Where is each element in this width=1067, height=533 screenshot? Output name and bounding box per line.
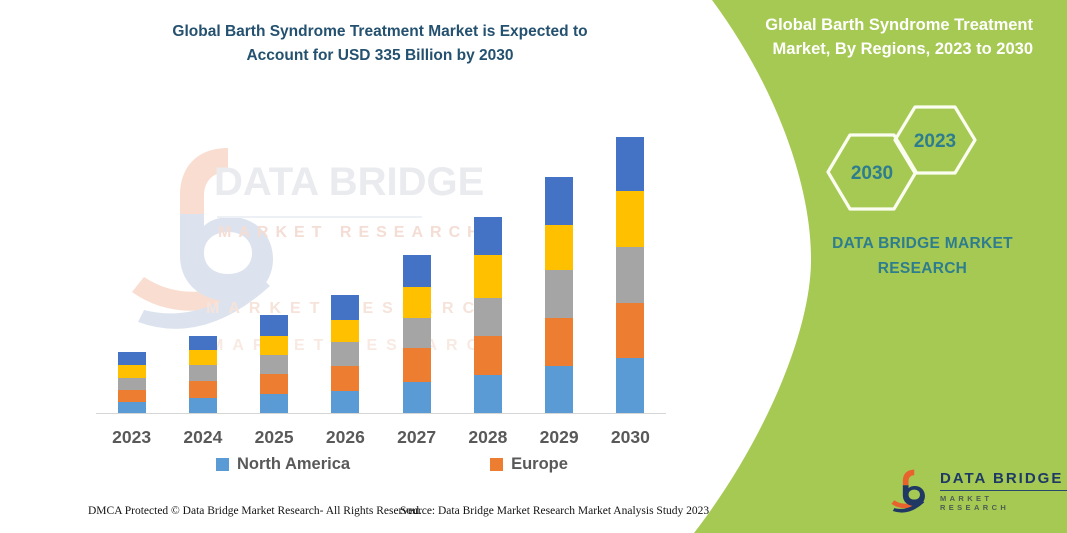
x-axis-label-2023: 2023 [112, 427, 152, 447]
legend-swatch-europe [490, 458, 504, 471]
bars-row [96, 133, 666, 413]
stacked-bar-2029 [545, 176, 574, 413]
x-axis-label-2028: 2028 [468, 427, 508, 447]
legend-label-north-america: North America [237, 455, 351, 473]
x-axis-label-2024: 2024 [183, 427, 223, 447]
chart-title-text: Global Barth Syndrome Treatment Market i… [172, 23, 588, 64]
segment-unlabeled-gray [402, 318, 431, 348]
hexagon-2023-label: 2023 [914, 131, 956, 152]
bar-column-2030 [595, 137, 666, 413]
hexagon-2030-shape [826, 133, 918, 211]
segment-unlabeled-gray [117, 377, 146, 390]
segment-north-america [545, 366, 574, 413]
segment-unlabeled-yellow [473, 254, 502, 298]
segment-north-america [260, 394, 289, 413]
bar-column-2028 [452, 217, 523, 413]
segment-unlabeled-gray [188, 365, 217, 381]
stacked-bar-2027 [402, 254, 431, 413]
segment-unlabeled-dark-blue [402, 254, 431, 287]
segment-north-america [616, 357, 645, 413]
segment-unlabeled-dark-blue [117, 351, 146, 366]
stacked-bar-2025 [260, 315, 289, 413]
x-axis-line [96, 413, 666, 414]
chart-title: Global Barth Syndrome Treatment Market i… [70, 20, 690, 68]
watermark-subtext: MARKET RESEARCH [218, 224, 486, 241]
segment-europe [117, 389, 146, 403]
segment-unlabeled-gray [616, 246, 645, 303]
bar-column-2026 [310, 295, 381, 413]
segment-unlabeled-gray [545, 270, 574, 319]
data-bridge-logo-icon [891, 469, 925, 513]
segment-europe [260, 374, 289, 395]
x-axis-label-2030: 2030 [610, 427, 650, 447]
x-axis-label-2025: 2025 [254, 427, 294, 447]
stacked-bar-2026 [331, 295, 360, 413]
segment-europe [188, 380, 217, 399]
data-bridge-footer-logo: DATA BRIDGE MARKET RESEARCH [890, 468, 1067, 514]
segment-europe [331, 366, 360, 391]
bar-column-2029 [524, 176, 595, 413]
segment-europe [545, 318, 574, 366]
segment-unlabeled-yellow [616, 191, 645, 247]
stacked-bar-2030 [616, 137, 645, 413]
segment-unlabeled-dark-blue [616, 137, 645, 192]
legend-item-north-america: North America [216, 455, 350, 474]
footer-logo-text: DATA BRIDGE MARKET RESEARCH [939, 470, 1067, 512]
segment-unlabeled-gray [473, 297, 502, 337]
segment-unlabeled-yellow [402, 286, 431, 319]
segment-unlabeled-dark-blue [473, 217, 502, 255]
x-axis-labels: 2023 2024 2025 2026 2027 2028 2029 2030 [96, 427, 666, 448]
segment-europe [616, 302, 645, 358]
segment-unlabeled-yellow [331, 320, 360, 343]
segment-unlabeled-yellow [545, 225, 574, 271]
stacked-bar-2028 [473, 217, 502, 413]
segment-europe [473, 336, 502, 376]
bar-column-2023 [96, 351, 167, 413]
source-note: Source: Data Bridge Market Research Mark… [400, 505, 710, 517]
segment-unlabeled-yellow [117, 365, 146, 378]
x-axis-label-2029: 2029 [539, 427, 579, 447]
side-panel-brand-text: DATA BRIDGE MARKET RESEARCH [832, 235, 1013, 277]
segment-north-america [188, 398, 217, 413]
legend-label-europe: Europe [511, 455, 568, 473]
legend: North America Europe [96, 455, 666, 474]
footer-logo-name: DATA BRIDGE [939, 470, 1067, 491]
stacked-bar-2024 [188, 335, 217, 413]
x-axis-label-2026: 2026 [325, 427, 365, 447]
segment-north-america [473, 375, 502, 413]
segment-unlabeled-yellow [188, 350, 217, 366]
legend-swatch-north-america [216, 458, 229, 471]
year-hexagons: 2030 2023 [826, 105, 977, 211]
segment-unlabeled-dark-blue [188, 335, 217, 351]
bar-column-2025 [239, 315, 310, 413]
bar-column-2024 [167, 335, 238, 413]
legend-item-europe: Europe [490, 455, 568, 474]
dmca-notice: DMCA Protected © Data Bridge Market Rese… [88, 505, 422, 517]
x-axis-label-2027: 2027 [397, 427, 437, 447]
hexagon-2030-label: 2030 [851, 163, 893, 184]
stacked-bar-2023 [117, 351, 146, 413]
segment-unlabeled-dark-blue [545, 176, 574, 226]
segment-unlabeled-dark-blue [331, 295, 360, 321]
watermark-underline [217, 216, 422, 218]
segment-north-america [331, 390, 360, 413]
segment-unlabeled-dark-blue [260, 315, 289, 336]
segment-unlabeled-gray [331, 342, 360, 367]
side-panel-heading: Global Barth Syndrome Treatment Market, … [765, 16, 1033, 58]
segment-europe [402, 347, 431, 382]
segment-unlabeled-yellow [260, 335, 289, 355]
footer-logo-subtitle: MARKET RESEARCH [939, 494, 1010, 512]
segment-north-america [117, 402, 146, 413]
bar-column-2027 [381, 254, 452, 413]
segment-unlabeled-gray [260, 354, 289, 375]
segment-north-america [402, 381, 431, 413]
watermark-brand-text: DATA BRIDGE [214, 160, 485, 204]
data-bridge-watermark-logo-icon [132, 148, 273, 329]
